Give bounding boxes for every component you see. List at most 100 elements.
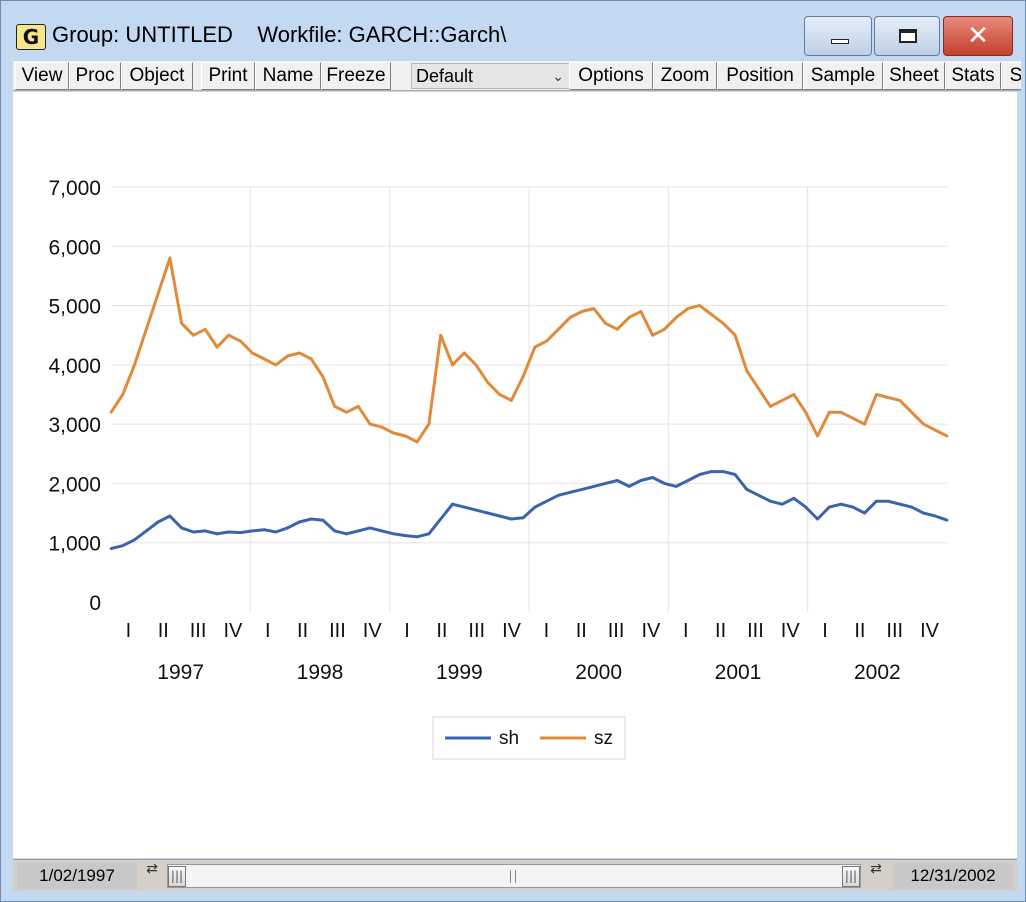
data-point-sz [651, 333, 655, 337]
data-point-sz [792, 393, 796, 396]
title-bar[interactable]: G Group: UNTITLED Workfile: GARCH::Garch… [1, 1, 1025, 61]
scroll-left-icon[interactable]: ⇄ [146, 861, 158, 877]
scroll-right-icon[interactable]: ⇄ [870, 861, 882, 877]
data-point-sh [380, 529, 384, 533]
y-axis: 7,000 6,000 5,000 4,000 3,000 2,000 1,000 0 [48, 177, 101, 615]
data-point-sh [922, 511, 925, 515]
sample-range-bar: 1/02/1997 ⇄ ||| ||| ⇄ 12/31/2002 [13, 859, 1017, 891]
data-point-sh [639, 479, 643, 482]
data-point-sh [286, 526, 290, 530]
display-type-dropdown[interactable]: Default ⌄ [411, 63, 573, 89]
series-line-sz [109, 256, 948, 444]
data-point-sz [615, 327, 619, 331]
stats-button[interactable]: Stats [945, 62, 1001, 90]
x-quarter-label: IV [641, 620, 661, 642]
data-point-sh [545, 499, 549, 503]
data-point-sz [922, 422, 925, 426]
grid [111, 186, 947, 612]
close-icon: ✕ [967, 21, 989, 51]
x-quarter-label: IV [502, 620, 522, 642]
name-button[interactable]: Name [255, 62, 321, 90]
data-point-sz [627, 316, 631, 319]
data-point-sh [368, 526, 372, 530]
data-point-sh [651, 476, 655, 479]
data-point-sz [309, 357, 313, 361]
data-point-sh [486, 511, 490, 515]
data-point-sz [356, 404, 360, 408]
data-point-sz [745, 369, 749, 373]
minimize-button[interactable] [804, 16, 872, 56]
data-point-sz [180, 321, 184, 325]
zoom-button[interactable]: Zoom [653, 62, 717, 90]
data-point-sh [792, 496, 796, 500]
data-point-sz [168, 256, 172, 260]
data-point-sz [192, 333, 195, 337]
data-point-sz [933, 428, 937, 432]
data-point-sh [474, 508, 478, 512]
x-quarter-label: II [436, 620, 447, 642]
data-point-sz [768, 404, 772, 408]
x-quarter-label: IV [781, 620, 801, 642]
object-button[interactable]: Object [121, 62, 193, 90]
legend: sh sz [432, 716, 626, 760]
sample-button[interactable]: Sample [803, 62, 883, 90]
data-point-sz [533, 345, 537, 349]
data-point-sz [215, 345, 219, 349]
data-point-sh [192, 530, 195, 534]
data-point-sz [698, 304, 702, 307]
view-button[interactable]: View [15, 62, 69, 90]
data-point-sh [863, 511, 866, 515]
y-tick-label: 2,000 [48, 473, 101, 496]
sample-scrollbar[interactable]: ||| ||| [167, 864, 861, 888]
y-tick-label: 6,000 [48, 236, 101, 259]
position-button[interactable]: Position [717, 62, 803, 90]
freeze-button[interactable]: Freeze [321, 62, 391, 90]
data-point-sh [498, 514, 501, 518]
x-quarter-label: I [404, 620, 410, 642]
x-quarter-label: I [265, 620, 271, 642]
data-point-sz [639, 310, 643, 313]
data-point-sh [415, 535, 419, 539]
data-point-sz [945, 434, 949, 438]
data-point-sh [933, 514, 937, 518]
range-start-handle[interactable]: ||| [168, 866, 186, 887]
data-point-sz [392, 431, 395, 435]
x-year-label: 2001 [715, 661, 762, 684]
sheet-button[interactable]: Sheet [883, 62, 945, 90]
data-point-sz [498, 393, 501, 396]
data-point-sz [262, 357, 266, 361]
data-point-sz [874, 393, 878, 396]
legend-label-sz: sz [594, 728, 613, 749]
overflow-button[interactable]: S [1001, 62, 1021, 90]
proc-button[interactable]: Proc [69, 62, 121, 90]
data-point-sz [203, 327, 207, 331]
x-quarter-label: II [576, 620, 587, 642]
y-tick-label: 1,000 [48, 533, 101, 556]
data-point-sh [780, 502, 784, 506]
maximize-button[interactable] [874, 16, 940, 56]
print-button[interactable]: Print [201, 62, 255, 90]
data-point-sz [133, 363, 136, 367]
data-point-sz [321, 375, 325, 379]
x-quarter-label: I [126, 620, 132, 642]
data-point-sz [851, 416, 855, 420]
data-point-sz [121, 393, 125, 396]
data-point-sh [509, 517, 513, 521]
data-point-sh [451, 502, 454, 506]
data-point-sz [368, 422, 372, 426]
scrollbar-grip[interactable] [510, 870, 516, 883]
options-button[interactable]: Options [569, 62, 653, 90]
close-button[interactable]: ✕ [943, 16, 1013, 56]
range-end-handle[interactable]: ||| [842, 866, 860, 887]
data-point-sz [733, 333, 737, 337]
data-point-sh [121, 544, 125, 548]
data-point-sz [415, 440, 419, 444]
data-point-sh [851, 505, 855, 509]
data-point-sh [674, 484, 678, 488]
data-point-sz [227, 333, 231, 337]
data-point-sh [227, 530, 231, 534]
data-point-sh [686, 479, 690, 482]
sample-start-date: 1/02/1997 [17, 863, 137, 889]
data-point-sh [215, 532, 219, 536]
